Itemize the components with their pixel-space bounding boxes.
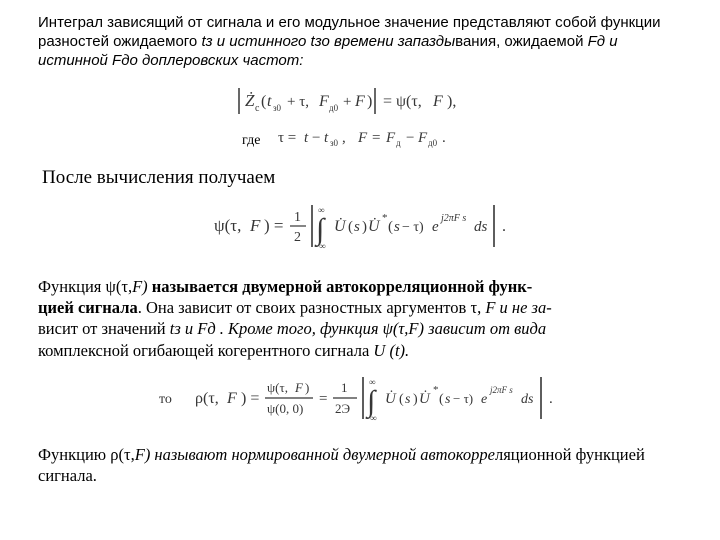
svg-text:U̇: U̇ (385, 390, 397, 406)
svg-text:),: ), (447, 93, 456, 110)
svg-text:+ τ,: + τ, (287, 94, 309, 110)
svg-text:ψ(τ,: ψ(τ, (267, 380, 288, 395)
svg-text:t: t (304, 130, 309, 146)
equation-1-block: Ż c ( t з0 + τ, F д0 + F ) = ψ(τ, F ), (38, 82, 692, 149)
p3-seg6: комплексной огибающей когерентного сигна… (38, 341, 373, 360)
p4-seg1-it: F) называют нормированной двумерной авто… (135, 445, 495, 464)
svg-text:s: s (445, 392, 451, 407)
document-page: Интеграл зависящий от сигнала и его моду… (0, 0, 720, 486)
eq1-sub-prefix: где (242, 133, 260, 148)
equation-1: Ż c ( t з0 + τ, F д0 + F ) = ψ(τ, F ), (231, 82, 499, 125)
svg-text:ds: ds (474, 219, 488, 235)
svg-text:(: ( (348, 219, 353, 235)
svg-text:t: t (267, 93, 272, 110)
svg-text:F: F (249, 216, 261, 235)
svg-text:s: s (405, 392, 411, 407)
svg-text:s: s (394, 219, 400, 235)
p3-seg5: висит от значений (38, 319, 170, 338)
equation-3-block: то ρ(τ, F ) = ψ(τ, F ) ψ(0, 0) = 1 2Э ∞ … (38, 369, 692, 430)
p3-seg2: называется двумерной автокорреляционной … (152, 277, 533, 296)
p3-seg6-it: U (t). (373, 341, 409, 360)
equation-2: ψ(τ, F ) = 1 2 ∞ ∫ −∞ U̇ ( s ) U̇ * ( (206, 197, 524, 258)
svg-text:з0: з0 (330, 138, 339, 148)
svg-text:ψ(τ,: ψ(τ, (214, 216, 241, 235)
svg-text:): ) (305, 380, 309, 395)
svg-text:F: F (417, 130, 428, 146)
p3-seg1: Функция ψ(τ, (38, 277, 132, 296)
svg-text:U̇: U̇ (334, 218, 347, 235)
svg-text:F: F (354, 93, 365, 110)
svg-text:s: s (354, 219, 360, 235)
svg-text:,: , (342, 130, 346, 146)
equation-3: то ρ(τ, F ) = ψ(τ, F ) ψ(0, 0) = 1 2Э ∞ … (151, 369, 579, 430)
svg-text:=: = (319, 391, 327, 407)
svg-text:j2πF s: j2πF s (439, 213, 466, 224)
p4-seg1: Функцию ρ(τ, (38, 445, 135, 464)
equation-1-sub: где τ = t − t з0 , F = F д − F д0 (38, 127, 692, 149)
svg-text:F: F (385, 130, 396, 146)
svg-text:*: * (382, 212, 388, 224)
equation-2-block: ψ(τ, F ) = 1 2 ∞ ∫ −∞ U̇ ( s ) U̇ * ( (38, 197, 692, 258)
svg-text:д: д (396, 138, 401, 148)
svg-text:) =: ) = (241, 390, 259, 407)
intro-text-1-ital: tз и истинного tзо времени запазды (201, 33, 455, 50)
svg-text:−∞: −∞ (365, 413, 377, 423)
p3-seg1-it: F) (132, 277, 152, 296)
svg-text:.: . (549, 391, 553, 407)
svg-text:F: F (294, 380, 304, 395)
svg-text:ρ(τ,: ρ(τ, (195, 390, 219, 407)
svg-text:c: c (255, 103, 260, 114)
definition-paragraph: Функция ψ(τ,F) называется двумерной авто… (38, 276, 692, 360)
svg-text:1: 1 (294, 210, 301, 225)
svg-text:e: e (432, 219, 439, 235)
svg-text:− τ): − τ) (402, 220, 424, 235)
svg-text:+: + (343, 94, 351, 110)
svg-text:): ) (413, 392, 418, 407)
intro-text-2: вания, ожидаемой (455, 33, 588, 50)
svg-text:.: . (502, 218, 506, 235)
middle-line: После вычисления получаем (42, 167, 692, 189)
svg-text:−∞: −∞ (314, 241, 326, 251)
svg-text:2: 2 (294, 230, 301, 245)
p3-seg4-it: F и не за- (485, 298, 551, 317)
svg-text:то: то (159, 392, 172, 407)
svg-text:ψ(0, 0): ψ(0, 0) (267, 401, 303, 416)
intro-paragraph: Интеграл зависящий от сигнала и его моду… (38, 14, 682, 70)
svg-text:F: F (226, 390, 237, 407)
svg-text:−: − (406, 130, 414, 146)
svg-text:U̇: U̇ (368, 218, 381, 235)
svg-text:) =: ) = (264, 216, 284, 235)
svg-text:(: ( (388, 219, 393, 235)
closing-paragraph: Функцию ρ(τ,F) называют нормированной дв… (38, 444, 692, 486)
svg-text:д0: д0 (428, 138, 438, 148)
p3-seg5-it: tз и Fд . Кроме того, функция ψ(τ,F) зав… (170, 319, 546, 338)
svg-text:Ż: Ż (245, 91, 255, 110)
svg-text:U̇: U̇ (419, 390, 431, 406)
p3-seg4: . Она зависит от своих разностных аргуме… (138, 298, 486, 317)
svg-text:F: F (318, 93, 329, 110)
svg-text:1: 1 (341, 380, 348, 395)
svg-text:(: ( (261, 93, 266, 110)
svg-text:д0: д0 (329, 103, 339, 113)
svg-text:τ =: τ = (278, 130, 296, 146)
svg-text:(: ( (399, 392, 404, 407)
svg-text:2Э: 2Э (335, 401, 351, 416)
svg-text:j2πF s: j2πF s (489, 385, 513, 395)
svg-text:з0: з0 (273, 103, 282, 113)
svg-text:): ) (367, 93, 372, 110)
svg-text:F: F (432, 93, 443, 110)
svg-text:− τ): − τ) (453, 391, 473, 406)
svg-text:t: t (324, 130, 329, 146)
svg-text:F: F (357, 130, 368, 146)
svg-text:*: * (433, 384, 439, 396)
svg-text:.: . (442, 130, 446, 146)
svg-text:ds: ds (521, 392, 534, 407)
svg-text:= ψ(τ,: = ψ(τ, (383, 93, 422, 110)
svg-text:): ) (362, 219, 367, 235)
svg-text:e: e (481, 392, 487, 407)
svg-text:(: ( (439, 392, 444, 407)
svg-text:−: − (312, 130, 320, 146)
p3-seg3: цией сигнала (38, 298, 138, 317)
svg-text:=: = (372, 130, 380, 146)
